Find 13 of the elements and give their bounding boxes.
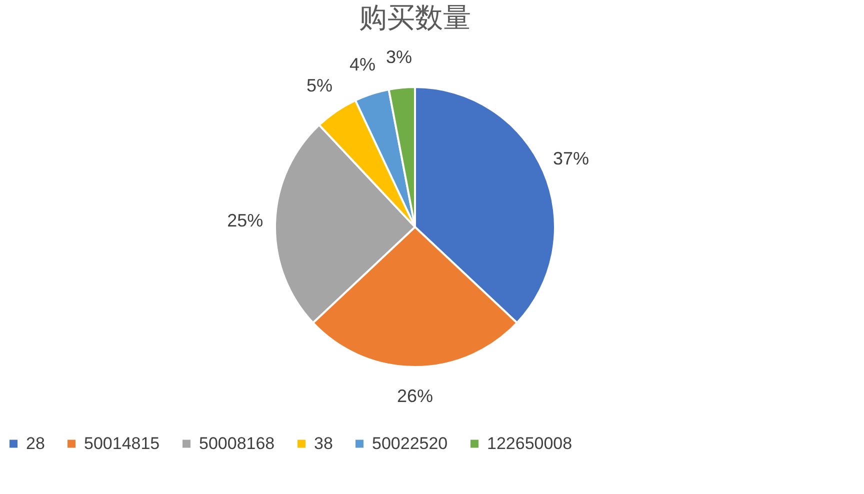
- data-label: 25%: [227, 210, 264, 231]
- legend-label: 50022520: [372, 434, 448, 453]
- legend-label: 122650008: [487, 434, 572, 453]
- data-label: 37%: [553, 148, 590, 168]
- legend-label: 50008168: [199, 434, 275, 453]
- data-label: 26%: [396, 386, 434, 406]
- data-label: 5%: [306, 75, 332, 96]
- data-label: 3%: [386, 46, 412, 67]
- data-label: 4%: [349, 54, 376, 74]
- legend-label: 38: [314, 434, 333, 453]
- chart-title: 购买数量: [359, 1, 471, 34]
- legend-label: 50014815: [84, 434, 160, 453]
- legend-label: 28: [26, 434, 45, 453]
